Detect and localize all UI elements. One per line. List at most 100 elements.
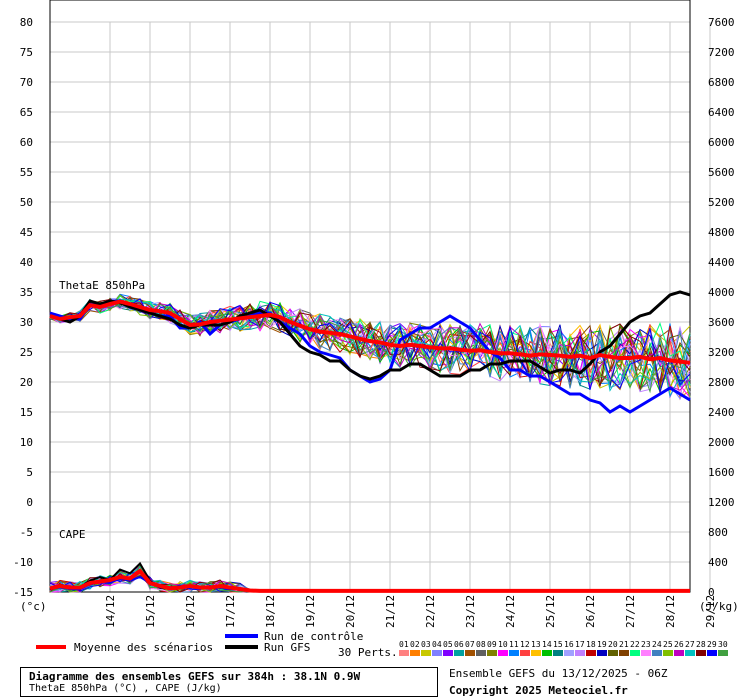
pert-legend-label: 27 bbox=[685, 640, 695, 649]
left-tick-label: 0 bbox=[26, 496, 33, 509]
pert-legend-swatch bbox=[696, 650, 706, 656]
right-tick-label: 5600 bbox=[708, 166, 735, 179]
pert-legend-swatch bbox=[553, 650, 563, 656]
right-axis-unit: (J/kg) bbox=[699, 600, 739, 613]
left-tick-label: 25 bbox=[20, 346, 33, 359]
thetae-perturbation-line bbox=[49, 300, 691, 391]
right-tick-label: 7600 bbox=[708, 16, 735, 29]
pert-legend-label: 25 bbox=[663, 640, 673, 649]
pert-legend-swatch bbox=[630, 650, 640, 656]
pert-legend-swatch bbox=[564, 650, 574, 656]
legend-mean-label: Moyenne des scénarios bbox=[74, 641, 213, 654]
pert-legend-swatch bbox=[454, 650, 464, 656]
x-tick-label: 14/12 bbox=[104, 595, 117, 628]
x-tick-label: 25/12 bbox=[544, 595, 557, 628]
left-tick-label: 75 bbox=[20, 46, 33, 59]
pert-legend-swatch bbox=[707, 650, 717, 656]
right-tick-label: 7200 bbox=[708, 46, 735, 59]
pert-legend-label: 14 bbox=[542, 640, 552, 649]
left-tick-label: -5 bbox=[20, 526, 33, 539]
right-tick-label: 2400 bbox=[708, 406, 735, 419]
pert-legend-label: 05 bbox=[443, 640, 453, 649]
left-tick-label: 5 bbox=[26, 466, 33, 479]
pert-legend-swatch bbox=[597, 650, 607, 656]
pert-legend-label: 07 bbox=[465, 640, 475, 649]
chart-grid bbox=[49, 0, 711, 593]
x-tick-label: 18/12 bbox=[264, 595, 277, 628]
x-tick-label: 15/12 bbox=[144, 595, 157, 628]
right-tick-label: 4000 bbox=[708, 286, 735, 299]
x-tick-label: 27/12 bbox=[624, 595, 637, 628]
pert-legend-swatch bbox=[487, 650, 497, 656]
pert-legend-label: 29 bbox=[707, 640, 717, 649]
pert-legend-label: 09 bbox=[487, 640, 497, 649]
pert-legend-swatch bbox=[718, 650, 728, 656]
pert-legend-label: 04 bbox=[432, 640, 442, 649]
x-tick-label: 19/12 bbox=[304, 595, 317, 628]
pert-legend-swatch bbox=[443, 650, 453, 656]
thetae-perturbation-line bbox=[49, 301, 691, 393]
chart-title: Diagramme des ensembles GEFS sur 384h : … bbox=[29, 670, 361, 683]
right-tick-label: 3600 bbox=[708, 316, 735, 329]
right-tick-label: 6800 bbox=[708, 76, 735, 89]
left-tick-label: 55 bbox=[20, 166, 33, 179]
x-tick-label: 21/12 bbox=[384, 595, 397, 628]
pert-legend-swatch bbox=[652, 650, 662, 656]
pert-legend-label: 16 bbox=[564, 640, 574, 649]
chart-subtitle: ThetaE 850hPa (°C) , CAPE (J/kg) bbox=[29, 683, 222, 694]
pert-legend-label: 11 bbox=[509, 640, 519, 649]
pert-legend-label: 24 bbox=[652, 640, 662, 649]
left-axis-unit: (°c) bbox=[20, 600, 47, 613]
pert-legend-swatch bbox=[608, 650, 618, 656]
pert-legend-label: 20 bbox=[608, 640, 618, 649]
pert-legend-swatch bbox=[421, 650, 431, 656]
right-tick-label: 4400 bbox=[708, 256, 735, 269]
pert-legend-swatch bbox=[520, 650, 530, 656]
pert-legend-label: 19 bbox=[597, 640, 607, 649]
left-tick-label: 45 bbox=[20, 226, 33, 239]
x-tick-label: 22/12 bbox=[424, 595, 437, 628]
cape-mean-line bbox=[49, 568, 690, 593]
pert-legend-swatch bbox=[432, 650, 442, 656]
thetae-mean-line bbox=[49, 299, 691, 365]
x-tick-label: 20/12 bbox=[344, 595, 357, 628]
pert-legend-swatch bbox=[674, 650, 684, 656]
pert-legend-swatch bbox=[399, 650, 409, 656]
left-tick-label: -15 bbox=[13, 586, 33, 599]
legend-gfs-label: Run GFS bbox=[264, 641, 310, 654]
left-tick-label: 80 bbox=[20, 16, 33, 29]
right-tick-label: 2000 bbox=[708, 436, 735, 449]
right-tick-label: 2800 bbox=[708, 376, 735, 389]
x-tick-label: 28/12 bbox=[664, 595, 677, 628]
pert-legend-swatch bbox=[575, 650, 585, 656]
right-tick-label: 3200 bbox=[708, 346, 735, 359]
left-tick-label: 65 bbox=[20, 106, 33, 119]
thetae-annotation: ThetaE 850hPa bbox=[59, 279, 145, 292]
pert-legend-label: 23 bbox=[641, 640, 651, 649]
left-tick-label: 50 bbox=[20, 196, 33, 209]
pert-legend-label: 28 bbox=[696, 640, 706, 649]
right-tick-label: 1200 bbox=[708, 496, 735, 509]
pert-legend-label: 01 bbox=[399, 640, 409, 649]
pert-legend-swatch bbox=[531, 650, 541, 656]
pert-legend-label: 06 bbox=[454, 640, 464, 649]
x-tick-label: 23/12 bbox=[464, 595, 477, 628]
left-tick-label: 10 bbox=[20, 436, 33, 449]
cape-annotation: CAPE bbox=[59, 528, 86, 541]
right-tick-label: 400 bbox=[708, 556, 728, 569]
pert-legend-label: 10 bbox=[498, 640, 508, 649]
right-axis-labels: 7600720068006400600056005200480044004000… bbox=[708, 16, 735, 599]
pert-legend-label: 08 bbox=[476, 640, 486, 649]
pert-legend-label: 17 bbox=[575, 640, 585, 649]
pert-legend-swatch bbox=[641, 650, 651, 656]
pert-legend-swatch bbox=[498, 650, 508, 656]
pert-legend-label: 26 bbox=[674, 640, 684, 649]
right-tick-label: 5200 bbox=[708, 196, 735, 209]
pert-legend-swatch bbox=[465, 650, 475, 656]
x-tick-label: 26/12 bbox=[584, 595, 597, 628]
left-tick-label: 70 bbox=[20, 76, 33, 89]
legend-perts-label: 30 Perts. bbox=[338, 646, 398, 659]
copyright: Copyright 2025 Meteociel.fr bbox=[449, 684, 628, 697]
